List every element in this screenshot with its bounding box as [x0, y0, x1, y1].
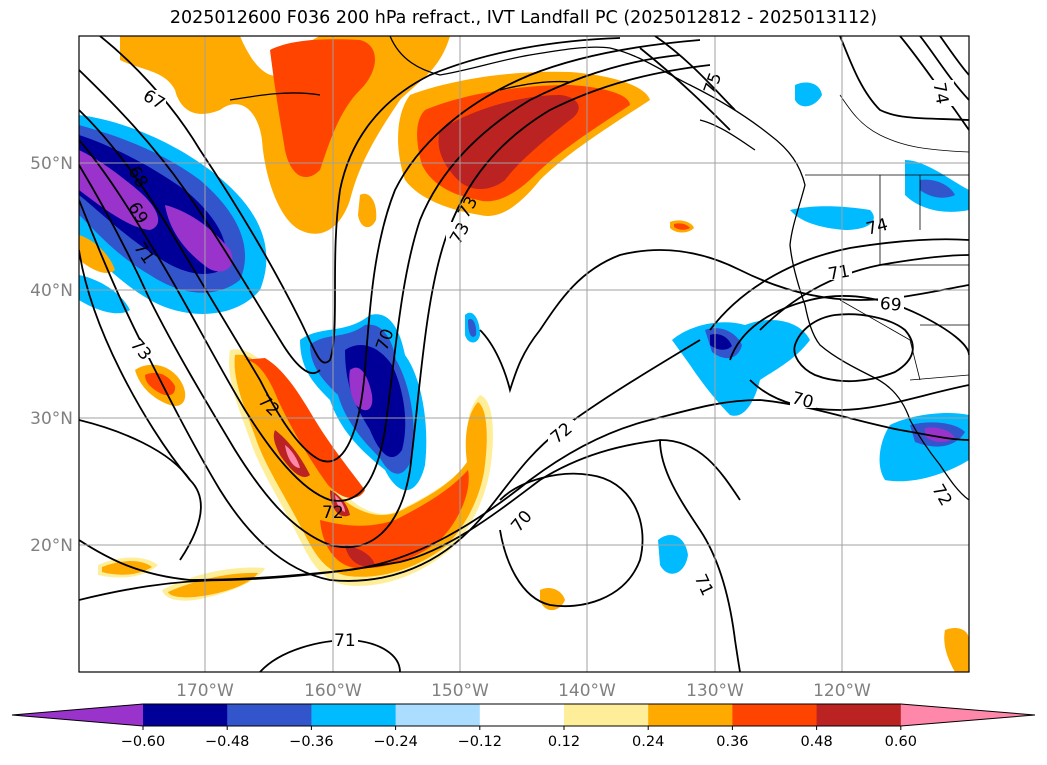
contour-label: 71	[334, 631, 356, 651]
contour-label: 69	[879, 294, 902, 316]
gridlines	[79, 36, 969, 672]
map-layers: 67 68 69 71 73 72 72 70 73 73 75 74 74 7…	[79, 36, 969, 672]
colorbar-segment	[395, 704, 481, 726]
negative-anomaly-east	[658, 82, 969, 574]
lon-label: 120°W	[813, 681, 871, 701]
colorbar-tick-label: 0.12	[548, 734, 580, 750]
contour-label-bg	[930, 80, 954, 106]
lon-label: 170°W	[176, 681, 234, 701]
colorbar-tick-label: −0.60	[121, 734, 165, 750]
colorbar-tick-label: −0.24	[373, 734, 417, 750]
contour-label-bg	[548, 420, 574, 442]
colorbar: −0.60 −0.48 −0.36 −0.24 −0.12 0.12 0.24 0.36 0.4…	[11, 703, 1036, 750]
colorbar-segment	[227, 704, 312, 726]
longitude-labels: 170°W 160°W 150°W 140°W 130°W 120°W	[176, 681, 871, 701]
positive-anomaly-north	[120, 36, 694, 234]
colorbar-segment	[311, 704, 397, 726]
colorbar-segment	[564, 704, 649, 726]
colorbar-extend-low	[12, 704, 143, 726]
contour-lines	[79, 36, 969, 672]
colorbar-segment	[648, 704, 733, 726]
contour-label-bg	[508, 508, 534, 532]
colorbar-tick-label: −0.36	[289, 734, 333, 750]
lon-label: 140°W	[558, 681, 616, 701]
lon-label: 130°W	[686, 681, 744, 701]
contour-label-bg	[332, 630, 358, 648]
contour-label-bg	[128, 340, 154, 358]
lat-label: 40°N	[30, 281, 73, 301]
contour-label-bg	[142, 90, 166, 108]
colorbar-tick-label: 0.48	[800, 734, 832, 750]
lon-label: 150°W	[431, 681, 489, 701]
lon-label: 160°W	[304, 681, 362, 701]
contour-label-bg	[446, 222, 472, 240]
figure-title: 2025012600 F036 200 hPa refract., IVT La…	[169, 8, 878, 28]
lat-label: 30°N	[30, 409, 73, 429]
colorbar-segment	[732, 704, 818, 726]
colorbar-tick-label: 0.24	[632, 734, 664, 750]
colorbar-segment	[143, 704, 228, 726]
contour-label-bg	[878, 294, 904, 312]
contour-label-bg	[790, 390, 816, 408]
lat-label: 20°N	[30, 536, 73, 556]
contour-label-bg	[826, 262, 852, 280]
contour-label: 71	[827, 261, 852, 284]
colorbar-tick-label: 0.36	[716, 734, 748, 750]
borders	[805, 94, 969, 381]
colorbar-segment	[479, 704, 565, 726]
lat-label: 50°N	[30, 154, 73, 174]
colorbar-tick-label: 0.60	[885, 734, 917, 750]
coastline	[229, 36, 969, 501]
map-frame	[78, 35, 970, 673]
positive-anomaly-subtropical	[79, 235, 969, 672]
colorbar-tick-label: −0.12	[458, 734, 502, 750]
colorbar-tick-label: −0.48	[205, 734, 249, 750]
colorbar-segment	[816, 704, 902, 726]
contour-labels: 67 68 69 71 73 72 72 70 73 73 75 74 74 7…	[123, 70, 955, 651]
latitude-labels: 50°N 40°N 30°N 20°N	[30, 154, 73, 556]
colorbar-extend-high	[900, 704, 1035, 726]
contour-label: 74	[928, 81, 951, 106]
contour-label-bg	[692, 572, 716, 596]
